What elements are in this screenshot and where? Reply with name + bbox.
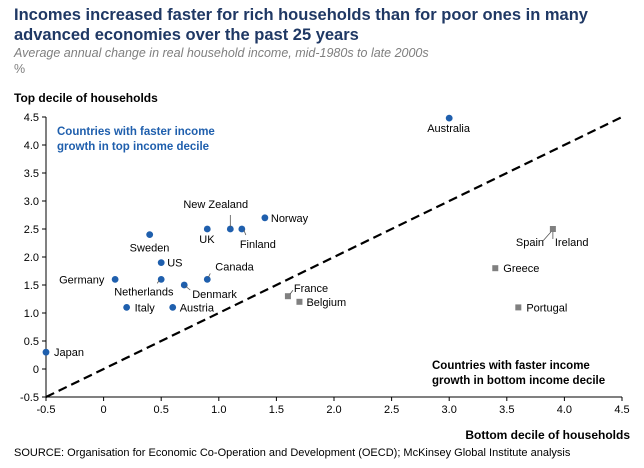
label-ireland: Ireland: [555, 237, 589, 249]
y-tick-label: 0: [33, 364, 39, 376]
point-japan: [42, 348, 50, 356]
label-france: France: [294, 283, 328, 295]
top-growth-note-line1: Countries with faster income: [57, 126, 215, 138]
bottom-growth-note-line2: growth in bottom income decile: [432, 375, 605, 387]
point-spain: [549, 226, 556, 232]
label-netherlands: Netherlands: [114, 286, 174, 298]
label-belgium: Belgium: [306, 297, 346, 309]
label-austria: Austria: [180, 302, 215, 314]
point-belgium: [296, 298, 303, 305]
point-portugal: [515, 304, 522, 311]
y-tick-label: 2.5: [24, 224, 39, 236]
label-greece: Greece: [503, 263, 539, 275]
chart-subtitle: Average annual change in real household …: [14, 46, 429, 60]
point-italy: [123, 304, 131, 311]
label-new-zealand: New Zealand: [183, 199, 248, 211]
label-norway: Norway: [271, 213, 309, 225]
x-tick-label: 2.5: [384, 404, 399, 416]
point-us: [157, 259, 165, 266]
point-australia: [445, 114, 453, 122]
x-axis-label: Bottom decile of households: [465, 428, 630, 442]
point-canada: [203, 276, 211, 283]
y-axis-label: Top decile of households: [14, 91, 158, 105]
y-tick-label: 1.0: [24, 308, 39, 320]
point-finland: [238, 225, 246, 233]
bottom-growth-note-line1: Countries with faster income: [432, 360, 590, 372]
x-tick-label: 3.0: [442, 404, 457, 416]
label-canada: Canada: [215, 261, 254, 273]
x-tick-label: 4.0: [557, 404, 572, 416]
top-growth-note-line2: growth in top income decile: [57, 141, 209, 153]
equality-line: [45, 116, 623, 398]
label-finland: Finland: [240, 239, 276, 251]
y-tick-label: 0.5: [24, 336, 39, 348]
leader-spain: [542, 231, 552, 242]
point-norway: [261, 214, 269, 222]
x-tick-label: 2.0: [326, 404, 341, 416]
label-portugal: Portugal: [526, 302, 567, 314]
leader-finland: [243, 229, 247, 236]
point-sweden: [146, 231, 154, 239]
point-netherlands: [157, 276, 165, 283]
point-uk: [203, 225, 211, 233]
label-germany: Germany: [59, 274, 105, 286]
y-tick-label: 1.5: [24, 280, 39, 292]
leader-netherlands: [156, 280, 160, 284]
point-austria: [169, 304, 177, 311]
y-tick-label: 3.0: [24, 196, 39, 208]
leader-france: [289, 289, 294, 295]
point-new-zealand: [226, 225, 234, 233]
label-japan: Japan: [54, 347, 84, 359]
chart-title: Incomes increased faster for rich househ…: [14, 6, 588, 44]
label-denmark: Denmark: [192, 289, 237, 301]
x-tick-label: -0.5: [37, 404, 56, 416]
y-tick-label: 4.0: [24, 140, 39, 152]
y-tick-label: 2.0: [24, 252, 39, 264]
leader-canada: [207, 273, 211, 278]
label-sweden: Sweden: [130, 243, 170, 255]
source-note: SOURCE: Organisation for Economic Co-Ope…: [14, 447, 571, 459]
label-uk: UK: [199, 234, 215, 246]
x-tick-label: 0: [101, 404, 107, 416]
point-france: [284, 293, 291, 300]
label-us: US: [167, 258, 182, 270]
y-tick-label: 3.5: [24, 168, 39, 180]
unit-label: %: [14, 62, 26, 76]
x-tick-label: 3.5: [499, 404, 514, 416]
x-tick-label: 1.0: [211, 404, 226, 416]
x-tick-label: 0.5: [154, 404, 169, 416]
label-italy: Italy: [135, 302, 156, 314]
leader-denmark: [184, 285, 191, 291]
x-tick-label: 1.5: [269, 404, 284, 416]
label-australia: Australia: [427, 123, 471, 135]
y-tick-label: -0.5: [20, 392, 39, 404]
point-germany: [111, 276, 119, 283]
label-spain: Spain: [516, 237, 544, 249]
point-greece: [492, 265, 499, 272]
x-tick-label: 4.5: [614, 404, 629, 416]
y-tick-label: 4.5: [24, 112, 39, 124]
